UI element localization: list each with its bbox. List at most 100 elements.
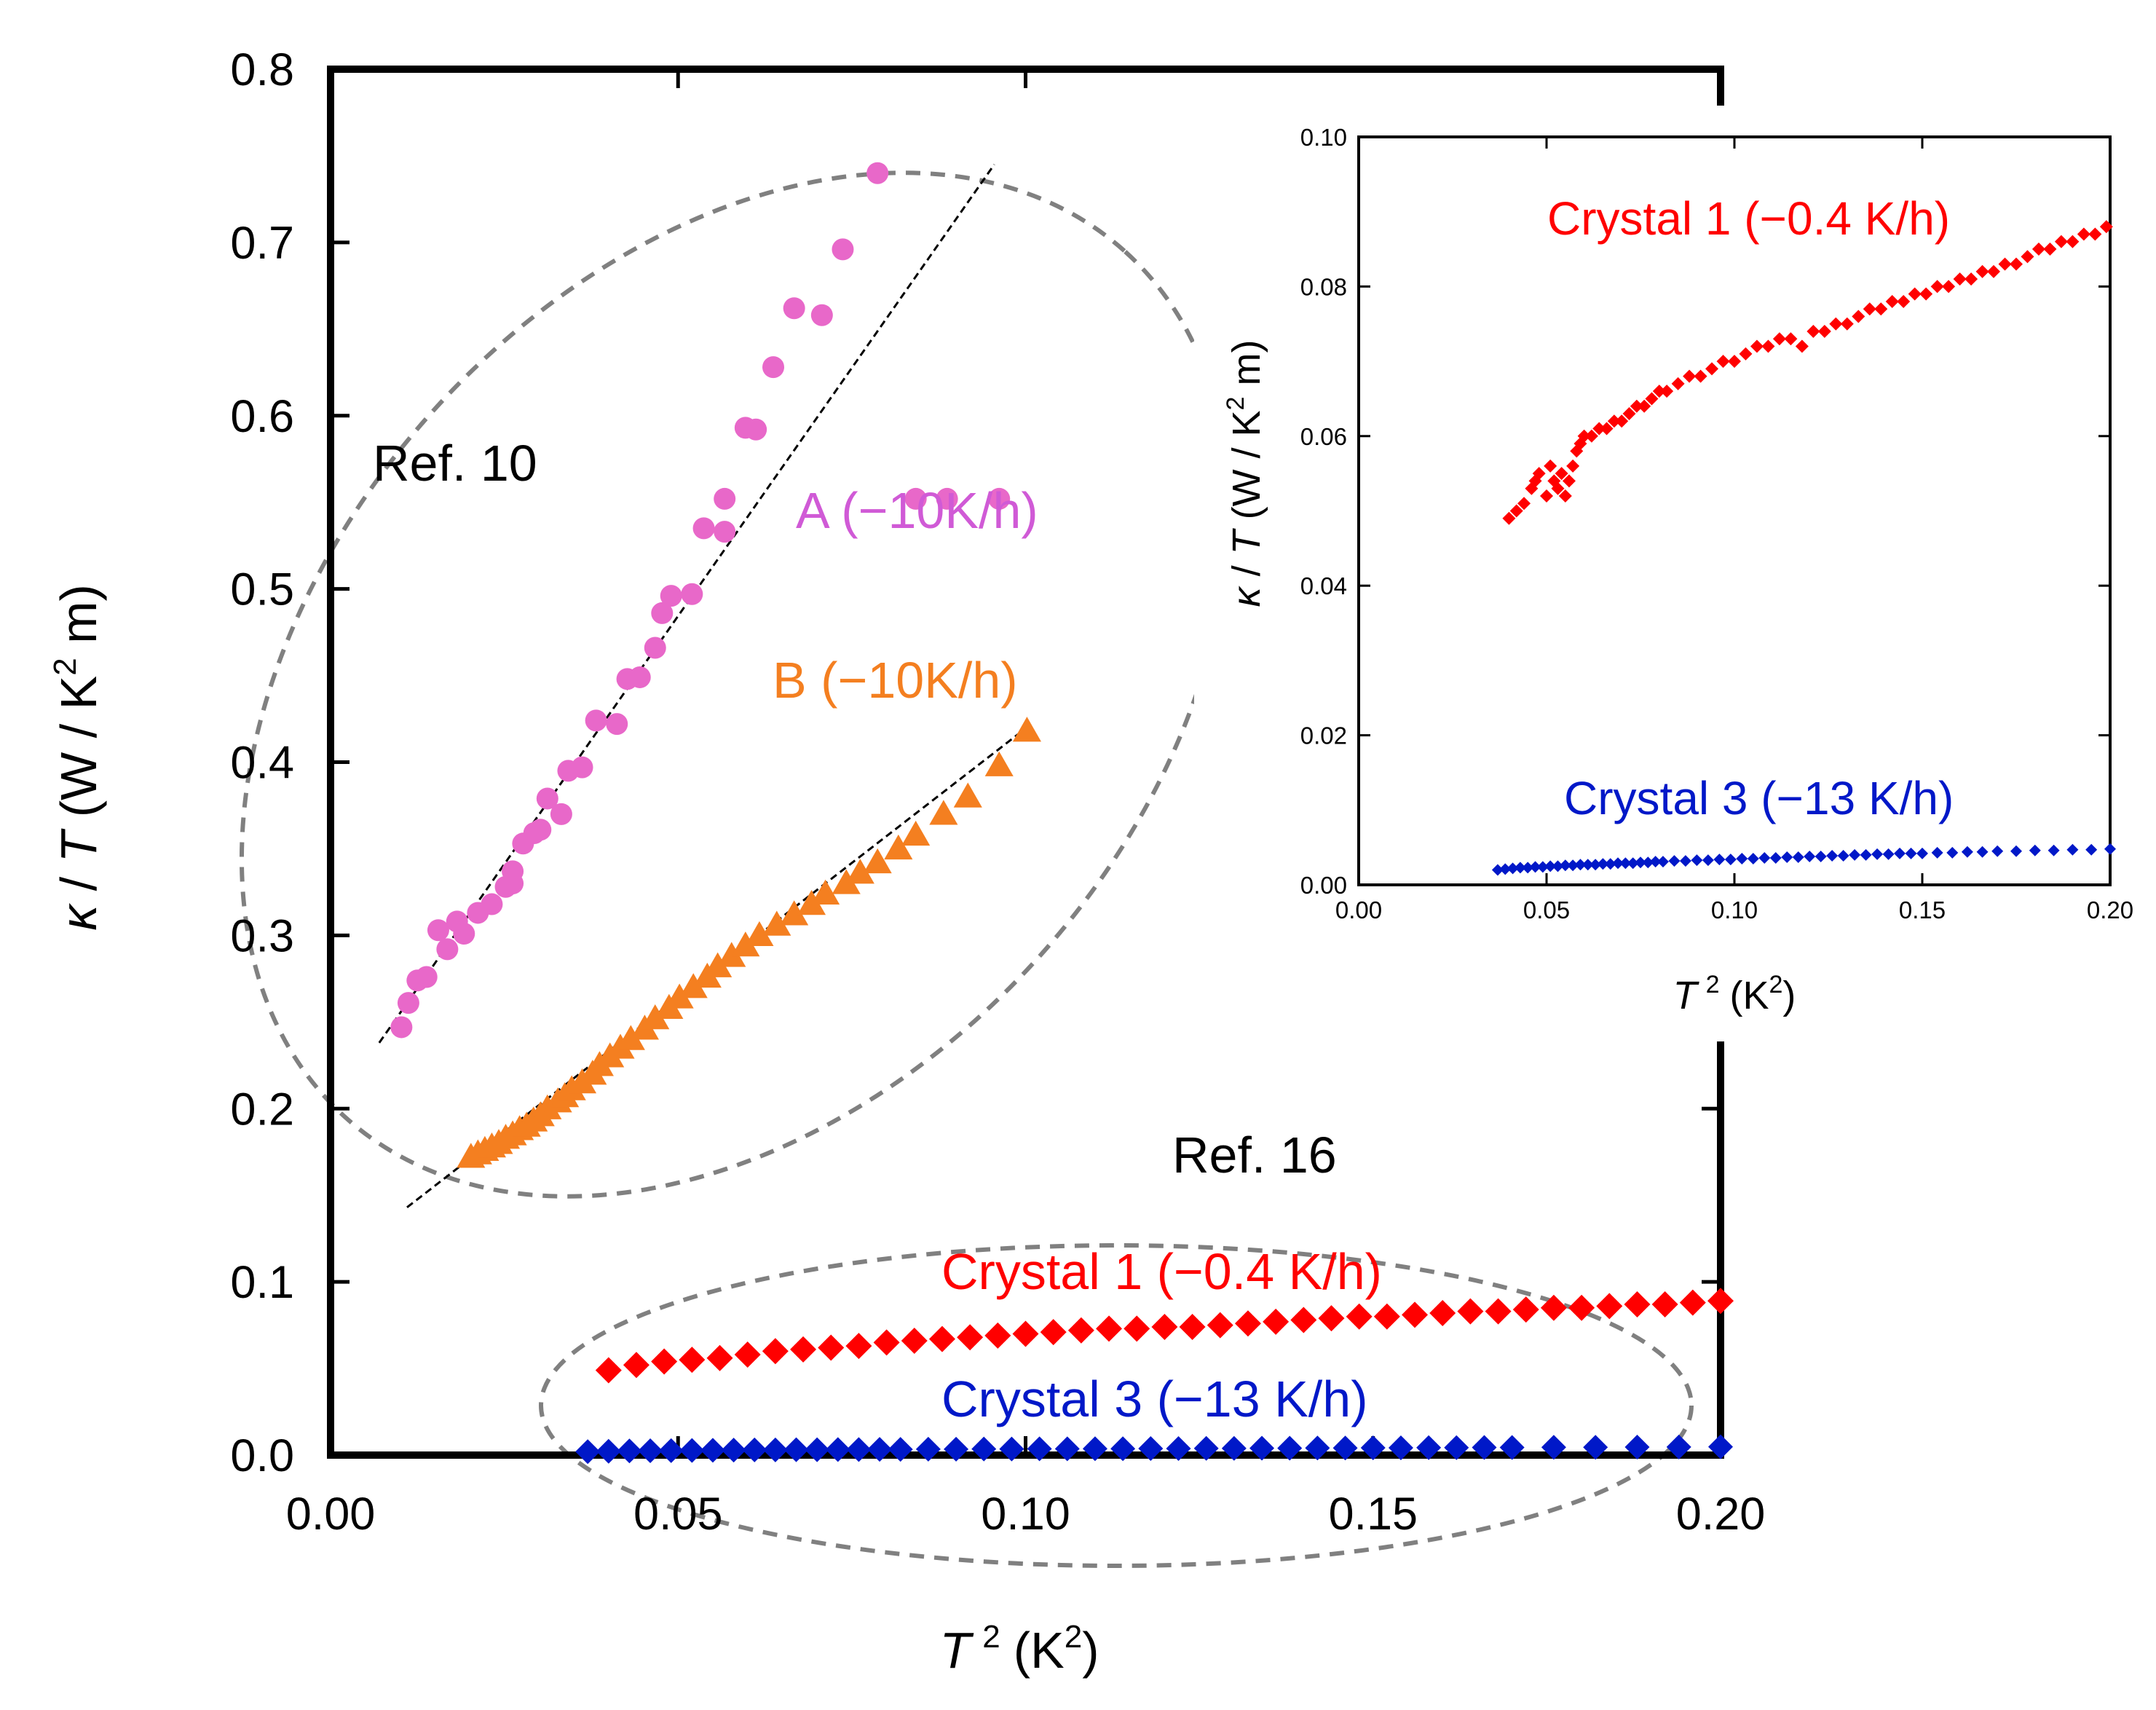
crystal3-point [1138, 1435, 1164, 1461]
main-y-tick-label: 0.8 [230, 44, 294, 95]
inset-crystal1-point [1863, 302, 1876, 316]
inset-crystal3-point [1758, 852, 1771, 864]
inset-crystal3-point [1649, 856, 1662, 868]
inset-crystal1-point [2099, 220, 2113, 234]
inset-crystal1-point [2054, 235, 2068, 248]
crystal1-point [1124, 1315, 1150, 1342]
inset-crystal1-point [1885, 294, 1899, 308]
inset-crystal3-point [1826, 849, 1839, 862]
crystal3-point [1221, 1435, 1247, 1461]
inset-crystal1-point [1705, 362, 1719, 376]
crystal1-point [734, 1341, 761, 1368]
crystal1-point [1012, 1320, 1039, 1347]
inset-crystal3-point [2048, 844, 2060, 856]
inset-crystal3-point [1536, 861, 1549, 873]
inset-crystal3-point [1976, 846, 1989, 858]
inset-crystal1-point [1645, 392, 1659, 406]
crystal1-point [1096, 1315, 1123, 1342]
crystal3-point [783, 1437, 809, 1462]
inset-crystal1-point [1509, 504, 1523, 518]
crystal1-point [679, 1347, 706, 1374]
series-B-point [745, 921, 774, 947]
series-A-point [714, 487, 736, 510]
crystal3-point [1444, 1435, 1469, 1460]
inset-y-tick-label: 0.10 [1300, 124, 1347, 151]
inset-y-tick-label: 0.08 [1300, 273, 1347, 300]
inset-crystal1-point [2021, 250, 2034, 264]
crystal1-point [1651, 1291, 1678, 1318]
main-y-axis-title: κ / T (W / K2 m) [47, 584, 107, 931]
main-x-tick-label: 0.10 [981, 1489, 1070, 1540]
crystal1-point [595, 1357, 622, 1384]
inset-crystal3-point [1916, 847, 1928, 859]
crystal3-point [575, 1439, 601, 1465]
series-A-point [714, 521, 736, 543]
inset-crystal3-point [1642, 856, 1654, 869]
inset-crystal3-point [1702, 854, 1714, 867]
series-B-point [762, 910, 791, 936]
crystal1-point [1290, 1307, 1317, 1333]
crystal3-point [1249, 1435, 1275, 1461]
series-B-point [845, 859, 874, 884]
inset-series-crystal3-points [1491, 843, 2116, 876]
inset-crystal1-point [2077, 227, 2090, 241]
series-A-point [810, 304, 833, 326]
crystal1-point [1373, 1303, 1400, 1330]
crystal3-point [1110, 1436, 1136, 1462]
crystal1-point [873, 1329, 900, 1356]
series-B-point [665, 983, 694, 1009]
crystal3-point [944, 1436, 969, 1462]
crystal1-point [1318, 1305, 1345, 1332]
series-B-point [984, 751, 1014, 776]
inset-crystal3-point [1529, 861, 1541, 873]
inset-crystal3-point [1882, 848, 1895, 860]
annotation-ref10: Ref. 10 [373, 435, 537, 492]
series-A-point [390, 1016, 413, 1039]
main-x-axis-title: T 2 (K2) [939, 1619, 1099, 1679]
series-A-point [988, 487, 1011, 510]
series-A-point [502, 872, 524, 895]
inset-crystal3-point [1612, 857, 1624, 870]
inset-crystal3-point [1781, 851, 1793, 864]
annotation-B: B (−10K/h) [773, 652, 1018, 709]
crystal1-point [1234, 1310, 1261, 1337]
inset-crystal3-point [1604, 858, 1616, 870]
crystal1-point [623, 1352, 649, 1379]
series-B-point [929, 800, 958, 825]
series-B-point [811, 879, 840, 905]
inset-crystal1-point [1683, 369, 1697, 383]
inset-crystal3-point [1491, 864, 1504, 876]
inset-y-axis-title: κ / T (W / K2 m) [1222, 340, 1268, 607]
inset-x-tick-label: 0.10 [1711, 897, 1758, 923]
series-B-point [780, 900, 809, 926]
inset-crystal3-point [1946, 846, 1959, 859]
inset-crystal1-point [1874, 302, 1888, 316]
inset-crystal1-point [1761, 339, 1775, 353]
inset-crystal1-point [1532, 467, 1546, 481]
inset-crystal1-point [1908, 287, 1922, 301]
crystal3-point [762, 1437, 788, 1462]
series-A-point [936, 487, 958, 510]
crystal1-point [1512, 1296, 1539, 1323]
inset-crystal1-point [1558, 489, 1572, 503]
inset-crystal3-point [1619, 857, 1632, 870]
inset-crystal1-point [1555, 467, 1568, 481]
series-A-point [832, 238, 854, 261]
inset-crystal3-point [1804, 850, 1816, 862]
annotation-ref16: Ref. 16 [1172, 1127, 1337, 1183]
series-A-point [644, 637, 666, 659]
inset-crystal3-point [1815, 850, 1827, 862]
inset-crystal3-point [1792, 851, 1804, 864]
crystal1-point [1207, 1312, 1233, 1339]
crystal1-point [1179, 1313, 1206, 1340]
inset-crystal1-point [1562, 474, 1576, 488]
inset-crystal1-point [1716, 355, 1730, 369]
series-B-point [703, 952, 733, 977]
series-A-point [904, 487, 927, 510]
series-A-point [453, 922, 475, 945]
crystal3-point [1541, 1435, 1566, 1460]
inset-crystal1-point [2031, 243, 2045, 256]
series-B-point [863, 848, 892, 874]
crystal1-point [706, 1344, 733, 1371]
series-crystal1-points [595, 1288, 1734, 1384]
